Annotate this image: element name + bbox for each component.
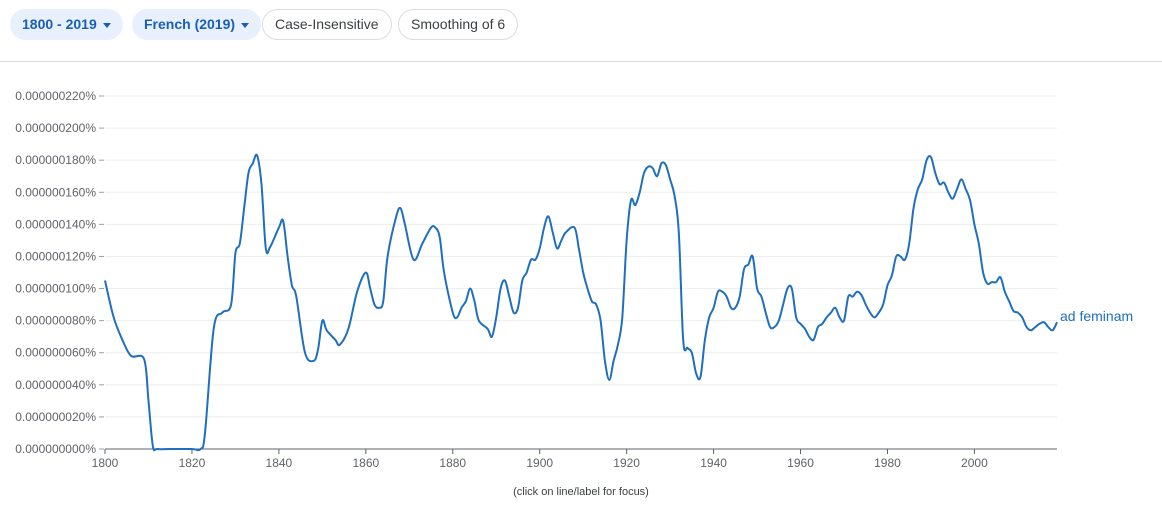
- ngram-line-chart: 0.000000000% 0.000000020% 0.000000040% 0.00…: [15, 89, 1133, 498]
- x-tick-label: 1960: [787, 456, 814, 470]
- y-tick-label: 0.000000100%: [15, 282, 96, 296]
- x-tick-label: 1800: [92, 456, 119, 470]
- y-tick-label: 0.000000120%: [15, 249, 96, 263]
- series-line-ad-feminam[interactable]: [104, 153, 1058, 452]
- y-tick-label: 0.000000200%: [15, 121, 96, 135]
- x-tick-label: 1820: [179, 456, 206, 470]
- date-range-label: 1800 - 2019: [22, 16, 97, 32]
- y-tick-label: 0.000000040%: [15, 378, 96, 392]
- y-tick-label: 0.000000140%: [15, 217, 96, 231]
- grid-lines: [105, 95, 1057, 418]
- chevron-down-icon: [241, 22, 250, 28]
- smoothing-selector[interactable]: Smoothing of 6: [398, 9, 519, 40]
- x-tick-label: 1980: [874, 456, 901, 470]
- y-tick-label: 0.000000060%: [15, 346, 96, 360]
- query-controls: 1800 - 2019 French (2019) Case-Insensiti…: [0, 0, 1162, 62]
- y-tick-label: 0.000000020%: [15, 410, 96, 424]
- y-tick-label: 0.000000160%: [15, 185, 96, 199]
- y-tick-label: 0.000000220%: [15, 89, 96, 103]
- case-insensitive-toggle[interactable]: Case-Insensitive: [262, 9, 392, 40]
- smoothing-label: Smoothing of 6: [411, 16, 506, 32]
- y-tick-label: 0.000000180%: [15, 153, 96, 167]
- x-tick-label: 1860: [352, 456, 379, 470]
- case-insensitive-label: Case-Insensitive: [275, 16, 379, 32]
- series-label-ad-feminam[interactable]: ad feminam: [1060, 308, 1133, 324]
- x-tick-label: 1920: [613, 456, 640, 470]
- focus-hint: (click on line/label for focus): [513, 486, 649, 498]
- y-tick-label: 0.000000000%: [15, 442, 96, 456]
- series-layer: ad feminam: [104, 153, 1133, 452]
- corpus-label: French (2019): [144, 16, 236, 32]
- chevron-down-icon: [102, 22, 111, 28]
- x-axis: 1800 1820 1840 1860 1880 1900 1920 1940 1960 1980…: [92, 448, 1057, 470]
- x-tick-label: 2000: [961, 456, 988, 470]
- corpus-dropdown[interactable]: French (2019): [132, 9, 262, 40]
- date-range-dropdown[interactable]: 1800 - 2019: [10, 9, 123, 40]
- y-tick-label: 0.000000080%: [15, 314, 96, 328]
- x-tick-label: 1880: [439, 456, 466, 470]
- x-tick-label: 1900: [526, 456, 553, 470]
- y-axis: 0.000000000% 0.000000020% 0.000000040% 0.00…: [15, 89, 104, 456]
- x-tick-label: 1840: [266, 456, 293, 470]
- header-divider: [0, 61, 1162, 62]
- x-tick-label: 1940: [700, 456, 727, 470]
